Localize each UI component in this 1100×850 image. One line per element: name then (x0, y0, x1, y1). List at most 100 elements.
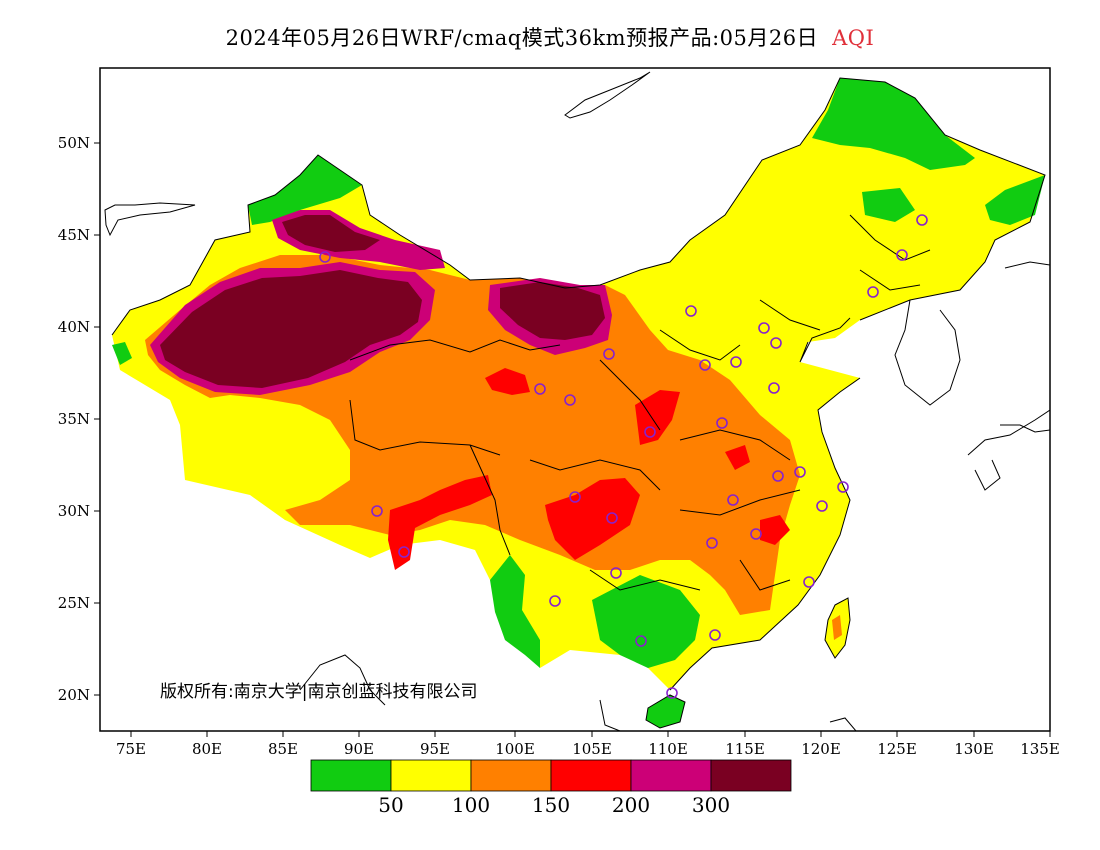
indochina-outline (599, 699, 621, 731)
station-marker-icon (564, 394, 576, 406)
legend-swatch-severe (710, 759, 792, 792)
station-marker-icon (534, 383, 546, 395)
lon-tick-label: 80E (192, 740, 222, 758)
station-marker-icon (896, 249, 908, 261)
lat-tick-label: 50N (58, 134, 90, 152)
station-marker-icon (772, 470, 784, 482)
coastline-south (669, 377, 861, 691)
philippines-outline (829, 717, 857, 731)
aqi-region-medium-hunan (760, 515, 790, 545)
lon-tick-label: 110E (648, 740, 688, 758)
lat-tick-labels: 50N 45N 40N 35N 30N 25N 20N (58, 134, 90, 704)
station-marker-icon (750, 528, 762, 540)
station-marker-icon (706, 537, 718, 549)
legend-swatch-good (310, 759, 392, 792)
legend-swatch-light (470, 759, 552, 792)
province-line-4 (529, 459, 661, 491)
japan-outline-2 (974, 459, 1001, 491)
lon-tick-label: 130E (954, 740, 994, 758)
legend-label: 300 (692, 793, 730, 817)
station-marker-icon (727, 494, 739, 506)
aqi-region-light-taiwan (832, 615, 842, 640)
legend-label: 50 (378, 793, 403, 817)
china-border-line (111, 77, 1046, 336)
japan-outline-1 (967, 409, 1050, 456)
legend-swatch-heavy (630, 759, 712, 792)
aqi-region-good-east-tip (985, 175, 1045, 225)
station-marker-icon (770, 337, 782, 349)
province-line-5 (599, 359, 661, 431)
station-marker-icon (730, 356, 742, 368)
lon-tick-label: 75E (116, 740, 146, 758)
map-title: 2024年05月26日WRF/cmaq模式36km预报产品:05月26日 AQI (0, 22, 1100, 52)
station-marker-icon (549, 595, 561, 607)
lon-tick-label: 95E (420, 740, 450, 758)
station-marker-icon (916, 214, 928, 226)
lat-tick-label: 35N (58, 410, 90, 428)
lon-tick-label: 105E (572, 740, 612, 758)
aqi-region-good-hainan (646, 695, 685, 728)
japan-outline-4 (1004, 261, 1050, 269)
aqi-region-good-northwest (248, 155, 362, 225)
lat-tick-label: 40N (58, 318, 90, 336)
coastline-bohai (799, 317, 851, 363)
station-marker-icon (606, 512, 618, 524)
station-marker-icon (666, 687, 678, 699)
legend-label: 100 (452, 793, 490, 817)
province-line-6 (659, 329, 741, 361)
station-marker-icon (644, 426, 656, 438)
province-line-1 (349, 339, 561, 361)
map-frame (99, 67, 1051, 732)
station-marker-icon (816, 500, 828, 512)
station-marker-icon (569, 491, 581, 503)
station-markers (319, 214, 928, 699)
aqi-region-medium-tibet-south (388, 475, 492, 570)
station-marker-icon (803, 576, 815, 588)
province-line-2 (349, 399, 501, 456)
aqi-region-severe-tarim (160, 270, 422, 388)
lon-tick-label: 85E (268, 740, 298, 758)
lon-axis (130, 731, 1051, 737)
province-line-12 (849, 214, 931, 261)
title-variable: AQI (832, 26, 875, 50)
boundary-lines (104, 71, 1050, 731)
station-marker-icon (867, 286, 879, 298)
aqi-region-medium-shaanxi (635, 390, 680, 445)
station-marker-icon (699, 359, 711, 371)
aqi-region-medium-hubei (725, 445, 750, 470)
lon-tick-labels: 75E 80E 85E 90E 95E 100E 105E 110E 115E … (116, 740, 1060, 758)
legend-swatch-medium (550, 759, 632, 792)
province-line-11 (759, 299, 821, 331)
station-marker-icon (837, 481, 849, 493)
station-marker-icon (794, 466, 806, 478)
korea-outline (894, 299, 961, 406)
province-line-13 (859, 269, 921, 291)
copyright-text: 版权所有:南京大学|南京创蓝科技有限公司 (160, 682, 477, 702)
aqi-region-medium-sichuan (545, 478, 640, 560)
station-marker-icon (610, 567, 622, 579)
aqi-region-good-nmg-patch (862, 188, 915, 222)
station-marker-icon (603, 348, 615, 360)
aqi-region-severe-dzungaria (282, 215, 380, 252)
title-main: 2024年05月26日WRF/cmaq模式36km预报产品:05月26日 (225, 26, 819, 50)
lon-tick-label: 115E (725, 740, 765, 758)
province-line-9 (589, 569, 701, 591)
lat-axis (94, 142, 100, 696)
hainan-outline (645, 694, 686, 729)
lat-tick-label: 45N (58, 226, 90, 244)
lon-tick-label: 100E (495, 740, 535, 758)
lat-tick-label: 20N (58, 686, 90, 704)
legend-label: 150 (532, 793, 570, 817)
station-marker-icon (758, 322, 770, 334)
station-marker-icon (319, 251, 331, 263)
station-marker-icon (768, 382, 780, 394)
aqi-region-good-northeast (812, 78, 975, 170)
station-marker-icon (635, 635, 647, 647)
lake-baikal-outline (564, 71, 651, 119)
station-marker-icon (716, 417, 728, 429)
taiwan-outline (824, 597, 851, 659)
map-plot-area (104, 71, 1050, 731)
aqi-region-medium-qinghai (485, 368, 530, 395)
india-outline (299, 654, 386, 706)
color-legend: 50 100 150 200 300 (310, 759, 792, 817)
